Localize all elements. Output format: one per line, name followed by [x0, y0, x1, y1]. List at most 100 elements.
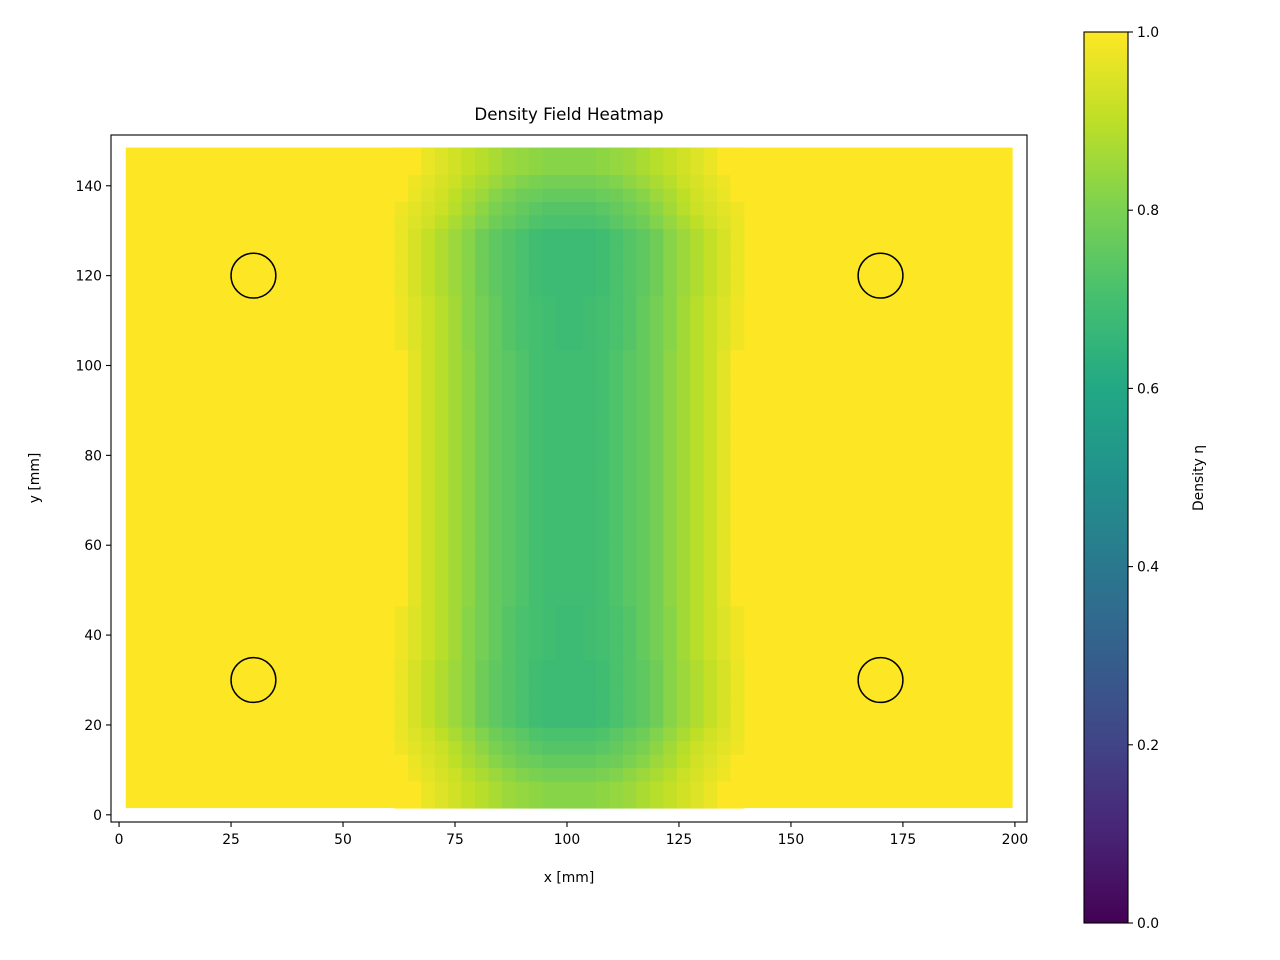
heatmap-cell	[609, 578, 624, 593]
heatmap-cell	[649, 390, 664, 405]
heatmap-cell	[609, 740, 624, 755]
heatmap-cell	[528, 551, 543, 566]
heatmap-cell	[528, 727, 543, 742]
heatmap-cell	[609, 686, 624, 701]
heatmap-cell	[717, 403, 731, 418]
heatmap-cell	[488, 525, 503, 539]
heatmap-cell	[407, 794, 422, 809]
heatmap-cell	[461, 430, 476, 445]
heatmap-cell	[663, 605, 678, 620]
heatmap-cell	[730, 471, 745, 486]
heatmap-cell	[542, 632, 557, 647]
x-tick-label: 0	[115, 832, 124, 848]
heatmap-cell	[461, 538, 476, 553]
heatmap-cell	[542, 161, 557, 176]
heatmap-cell	[407, 484, 422, 499]
heatmap-cell	[461, 241, 476, 256]
heatmap-cell	[676, 700, 691, 715]
heatmap-cell	[649, 282, 664, 297]
heatmap-cell	[690, 794, 705, 809]
heatmap-cell	[475, 727, 490, 742]
heatmap-cell	[528, 511, 543, 526]
heatmap-cell	[394, 767, 409, 782]
heatmap-cell	[502, 161, 516, 176]
heatmap-cell	[434, 673, 449, 688]
heatmap-cell	[542, 376, 557, 391]
heatmap-cell	[690, 336, 705, 351]
heatmap-cell	[461, 713, 476, 728]
heatmap-cell	[717, 188, 731, 202]
heatmap-cell	[569, 686, 584, 701]
heatmap-cell	[488, 632, 503, 647]
heatmap-cell	[582, 174, 597, 189]
heatmap-cell	[569, 511, 584, 526]
heatmap-cell	[649, 241, 664, 256]
heatmap-cell	[690, 673, 705, 688]
heatmap-cell	[663, 484, 678, 499]
heatmap-cell	[730, 525, 745, 539]
heatmap-cell	[475, 161, 490, 176]
heatmap-cell	[502, 403, 516, 418]
heatmap-cell	[596, 525, 611, 539]
heatmap-cell	[609, 525, 624, 539]
heatmap-cell	[596, 322, 611, 337]
heatmap-cell	[555, 619, 570, 634]
heatmap-cell	[569, 390, 584, 405]
heatmap-cell	[448, 673, 463, 688]
heatmap-cell	[582, 578, 597, 593]
heatmap-cell	[717, 673, 731, 688]
heatmap-cell	[515, 241, 530, 256]
heatmap-cell	[730, 228, 745, 243]
heatmap-cell	[407, 241, 422, 256]
heatmap-cell	[448, 605, 463, 620]
heatmap-cell	[649, 322, 664, 337]
heatmap-cell	[596, 592, 611, 607]
heatmap-cell	[690, 700, 705, 715]
heatmap-cell	[676, 538, 691, 553]
heatmap-cell	[569, 201, 584, 216]
heatmap-cell	[622, 565, 637, 580]
heatmap-cell	[394, 673, 409, 688]
heatmap-cell	[434, 295, 449, 310]
heatmap-cell	[394, 444, 409, 459]
heatmap-cell	[582, 376, 597, 391]
heatmap-cell	[730, 363, 745, 378]
heatmap-cell	[582, 403, 597, 418]
heatmap-cell	[649, 538, 664, 553]
heatmap-cell	[622, 214, 637, 229]
heatmap-cell	[676, 646, 691, 661]
heatmap-cell	[542, 201, 557, 216]
heatmap-cell	[394, 363, 409, 378]
heatmap-cell	[542, 605, 557, 620]
heatmap-cell	[636, 282, 651, 297]
heatmap-cell	[407, 457, 422, 472]
heatmap-cell	[609, 727, 624, 742]
heatmap-cell	[596, 484, 611, 499]
heatmap-cell	[609, 511, 624, 526]
hole-marker	[857, 252, 904, 299]
heatmap-cell	[676, 686, 691, 701]
heatmap-cell	[636, 322, 651, 337]
heatmap-cell	[717, 161, 731, 176]
heatmap-cell	[636, 592, 651, 607]
heatmap-cell	[528, 282, 543, 297]
heatmap-cell	[609, 673, 624, 688]
heatmap-cell	[663, 403, 678, 418]
heatmap-cell	[434, 565, 449, 580]
heatmap-cell	[502, 309, 516, 324]
heatmap-cell	[622, 592, 637, 607]
heatmap-cell	[434, 336, 449, 351]
heatmap-cell	[461, 646, 476, 661]
heatmap-cell	[434, 430, 449, 445]
heatmap-cell	[596, 754, 611, 769]
heatmap-cell	[488, 673, 503, 688]
heatmap-cell	[515, 295, 530, 310]
heatmap-cell	[434, 417, 449, 432]
heatmap-cell	[622, 444, 637, 459]
heatmap-cell	[582, 686, 597, 701]
heatmap-cell	[394, 511, 409, 526]
heatmap-cell	[676, 511, 691, 526]
heatmap-cell	[663, 390, 678, 405]
heatmap-cell	[663, 471, 678, 486]
heatmap-cell	[663, 727, 678, 742]
